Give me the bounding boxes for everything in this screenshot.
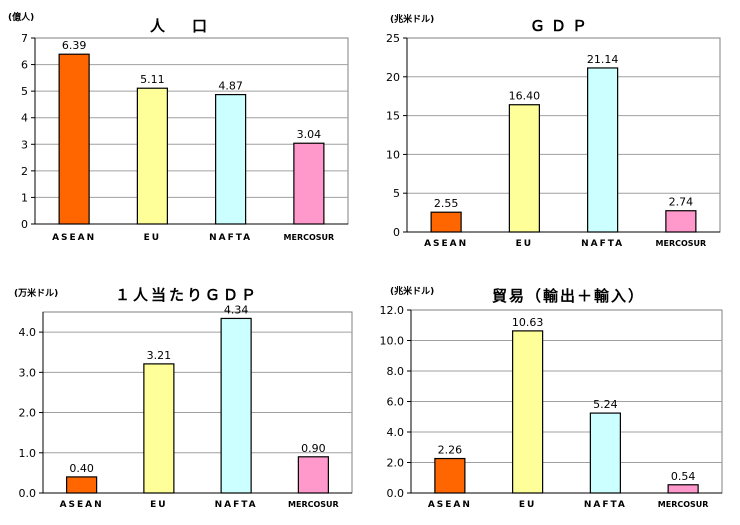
data-label: 2.26 <box>438 444 463 457</box>
unit-label: (兆米ドル) <box>390 15 435 25</box>
y-tick-label: 5 <box>393 187 400 200</box>
y-tick-label: 6.0 <box>387 396 405 409</box>
y-tick-label: 10.0 <box>380 335 405 348</box>
category-label: MERCOSUR <box>658 500 709 509</box>
y-tick-label: 4 <box>21 112 28 125</box>
category-label: MERCOSUR <box>656 239 707 248</box>
plot-area: 0 1 2 3 4 5 6 7 6.39 ASEAN 5.11 EU 4.87 NAFTA 3.04 MERC… <box>21 32 349 243</box>
category-label: NAFTA <box>209 233 252 243</box>
bar-nafta <box>215 93 247 225</box>
y-tick-label: 3 <box>21 138 28 151</box>
y-tick-label: 2.0 <box>19 407 37 420</box>
category-label: NAFTA <box>215 500 258 510</box>
category-label: ASEAN <box>428 500 472 510</box>
unit-label: (兆米ドル) <box>390 287 435 297</box>
bar-mercosur <box>293 142 325 225</box>
category-label: MERCOSUR <box>288 500 339 509</box>
y-tick-label: 1 <box>21 191 28 204</box>
category-label: ASEAN <box>60 500 104 510</box>
data-label: 4.34 <box>224 303 249 316</box>
chart-gdp-per-capita: (万米ドル) １人当たりＧＤＰ 0.0 1.0 2.0 3.0 4.0 0.40 ASEAN… <box>0 262 370 525</box>
y-tick-label: 20 <box>386 71 400 84</box>
y-tick-label: 15 <box>386 110 400 123</box>
chart-title: １人当たりＧＤＰ <box>115 286 260 304</box>
data-label: 2.74 <box>669 196 694 209</box>
bar-nafta <box>220 317 252 494</box>
data-label: 16.40 <box>509 90 541 103</box>
category-label: EU <box>516 239 533 249</box>
data-label: 3.04 <box>297 128 322 141</box>
y-tick-label: 6 <box>21 59 28 72</box>
data-label: 4.87 <box>218 80 243 93</box>
category-label: EU <box>150 500 167 510</box>
data-label: 6.39 <box>62 39 87 52</box>
y-tick-label: 2.0 <box>387 457 405 470</box>
y-tick-label: 2 <box>21 165 28 178</box>
chart-title: ＧＤＰ <box>530 17 594 35</box>
unit-label: (億人) <box>8 13 35 23</box>
bar-asean <box>430 211 462 233</box>
plot-area: 0 5 10 15 20 25 2.55 ASEAN 16.40 EU 21.14 NAFTA 2.74… <box>386 32 721 249</box>
category-label: EU <box>144 233 161 243</box>
data-label: 0.54 <box>671 470 696 483</box>
plot-frame <box>406 37 721 233</box>
data-label: 21.14 <box>587 53 619 66</box>
data-label: 5.11 <box>140 73 165 86</box>
data-label: 2.55 <box>434 197 459 210</box>
bar-nafta <box>589 412 621 494</box>
bar-asean <box>66 476 98 494</box>
bar-eu <box>512 330 544 494</box>
category-label: ASEAN <box>52 233 96 243</box>
y-tick-label: 5 <box>21 85 28 98</box>
data-label: 5.24 <box>593 398 618 411</box>
y-tick-label: 4.0 <box>19 326 37 339</box>
plot-area: 0.0 1.0 2.0 3.0 4.0 0.40 ASEAN 3.21 EU 4.34 NAFTA 0… <box>19 303 353 510</box>
data-label: 10.63 <box>512 316 544 329</box>
plot-area: 0.0 2.0 4.0 6.0 8.0 10.0 12.0 2.26 ASEAN 10.63 EU 5… <box>380 304 723 510</box>
y-tick-label: 0 <box>393 226 400 239</box>
y-tick-label: 12.0 <box>380 304 405 317</box>
chart-trade: (兆米ドル) 貿易（輸出＋輸入） 0.0 2.0 4.0 6.0 8.0 10.0 12.0… <box>370 262 740 525</box>
y-tick-label: 8.0 <box>387 365 405 378</box>
chart-gdp: (兆米ドル) ＧＤＰ 0 5 10 15 20 25 2.55 ASEAN 16.40 EU 21.… <box>370 0 740 262</box>
data-label: 3.21 <box>147 349 172 362</box>
bar-mercosur <box>665 210 697 233</box>
bar-eu <box>508 104 540 233</box>
y-tick-label: 1.0 <box>19 447 37 460</box>
bar-eu <box>136 87 168 225</box>
category-label: NAFTA <box>584 500 627 510</box>
y-tick-label: 4.0 <box>387 426 405 439</box>
chart-title: 貿易（輸出＋輸入） <box>492 287 646 305</box>
bar-nafta <box>587 67 619 233</box>
y-tick-label: 3.0 <box>19 366 37 379</box>
bar-mercosur <box>297 456 329 494</box>
category-label: MERCOSUR <box>284 233 335 242</box>
bar-asean <box>434 457 466 494</box>
bar-asean <box>58 53 90 225</box>
y-tick-label: 0 <box>21 218 28 231</box>
bar-mercosur <box>667 484 699 494</box>
data-label: 0.40 <box>69 462 94 475</box>
data-label: 0.90 <box>301 442 326 455</box>
y-tick-label: 0.0 <box>19 487 37 500</box>
category-label: ASEAN <box>424 239 468 249</box>
y-tick-label: 25 <box>386 32 400 45</box>
y-tick-label: 10 <box>386 148 400 161</box>
bar-eu <box>143 363 175 494</box>
category-label: EU <box>519 500 536 510</box>
category-label: NAFTA <box>581 239 624 249</box>
y-tick-label: 0.0 <box>387 487 405 500</box>
unit-label: (万米ドル) <box>14 289 59 299</box>
chart-title: 人 口 <box>150 17 214 35</box>
chart-population: (億人) 人 口 0 1 2 3 4 5 6 7 6.39 ASEAN 5.11 EU 4.87 NAFT… <box>0 0 370 262</box>
y-tick-label: 7 <box>21 32 28 45</box>
